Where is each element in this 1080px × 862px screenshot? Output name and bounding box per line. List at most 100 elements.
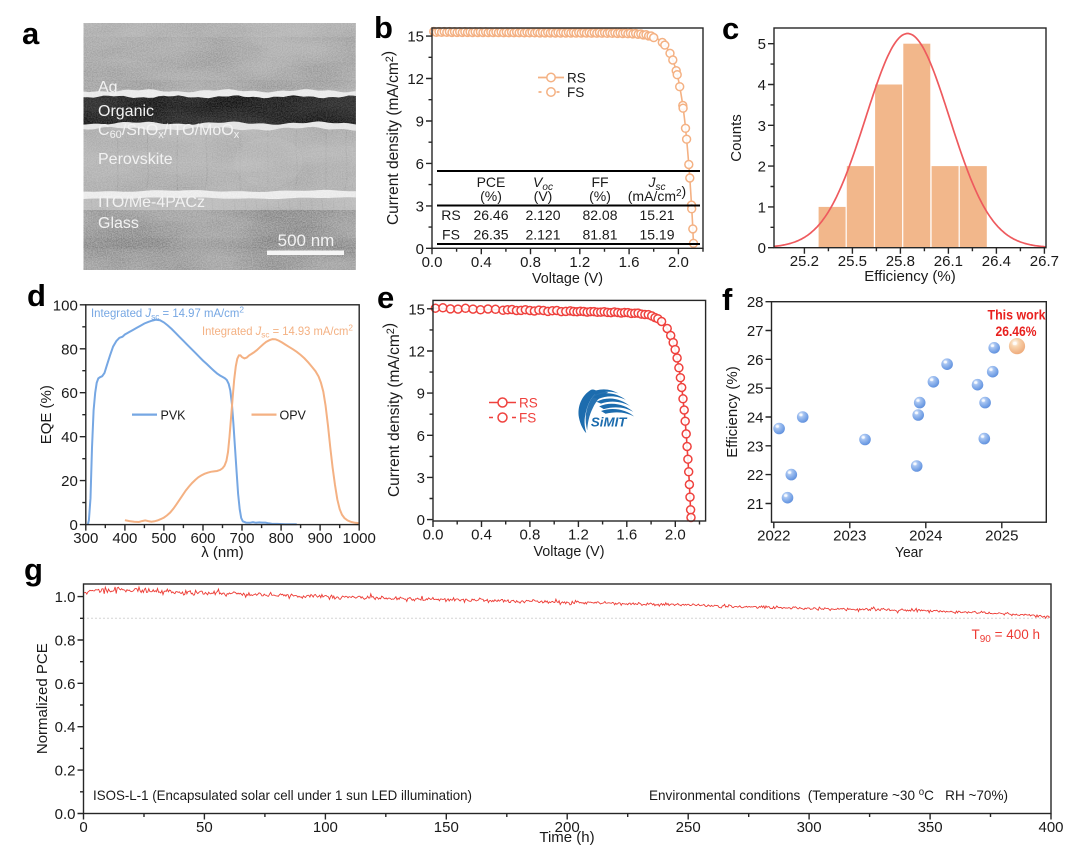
svg-text:3: 3: [758, 118, 766, 135]
svg-text:0.4: 0.4: [55, 719, 76, 736]
svg-text:20: 20: [61, 473, 78, 490]
svg-text:f: f: [722, 282, 733, 317]
svg-text:b: b: [374, 10, 393, 45]
svg-text:1000: 1000: [343, 530, 376, 547]
svg-text:2022: 2022: [757, 528, 790, 545]
svg-text:(mA/cm2): (mA/cm2): [628, 183, 686, 204]
svg-text:1.0: 1.0: [55, 589, 76, 606]
svg-text:Efficiency (%): Efficiency (%): [724, 366, 741, 457]
svg-text:250: 250: [676, 819, 701, 836]
svg-text:600: 600: [190, 530, 215, 547]
svg-text:RS: RS: [519, 396, 538, 411]
svg-text:λ (nm): λ (nm): [201, 544, 244, 561]
svg-text:FF: FF: [591, 174, 608, 190]
svg-text:Current density (mA/cm2): Current density (mA/cm2): [381, 323, 403, 497]
svg-text:FS: FS: [442, 227, 460, 243]
svg-text:Current density (mA/cm2): Current density (mA/cm2): [380, 51, 402, 225]
svg-text:Environmental conditions (Tem: Environmental conditions (Temperature ~3…: [649, 787, 1008, 803]
svg-text:1.6: 1.6: [619, 254, 640, 271]
svg-text:Voltage (V): Voltage (V): [534, 543, 605, 560]
svg-text:Perovskite: Perovskite: [98, 151, 173, 168]
svg-text:FS: FS: [567, 85, 584, 100]
svg-text:PVK: PVK: [161, 409, 187, 423]
svg-text:Counts: Counts: [728, 114, 745, 162]
svg-text:2.120: 2.120: [525, 207, 560, 223]
svg-text:Efficiency (%): Efficiency (%): [864, 268, 955, 285]
svg-text:700: 700: [229, 530, 254, 547]
svg-text:ISOS-L-1 (Encapsulated solar c: ISOS-L-1 (Encapsulated solar cell under …: [93, 787, 472, 803]
svg-text:2025: 2025: [985, 528, 1018, 545]
svg-text:Integrated Jsc = 14.93 mA/cm2: Integrated Jsc = 14.93 mA/cm2: [202, 323, 353, 340]
svg-text:15: 15: [407, 29, 424, 46]
svg-text:C60/SnOx/ITO/MoOx: C60/SnOx/ITO/MoOx: [98, 122, 240, 141]
svg-text:0: 0: [758, 240, 766, 257]
svg-text:25.8: 25.8: [886, 253, 915, 270]
svg-text:0: 0: [416, 241, 424, 258]
svg-text:9: 9: [417, 386, 425, 403]
svg-text:2024: 2024: [909, 528, 942, 545]
svg-text:Normalized PCE: Normalized PCE: [34, 643, 51, 754]
svg-text:Voltage (V): Voltage (V): [532, 270, 603, 287]
svg-text:a: a: [22, 16, 40, 51]
svg-text:c: c: [722, 11, 739, 46]
svg-text:3: 3: [417, 470, 425, 487]
svg-text:27: 27: [747, 323, 764, 340]
svg-text:3: 3: [416, 198, 424, 215]
svg-text:300: 300: [797, 819, 822, 836]
svg-text:24: 24: [747, 410, 764, 427]
svg-text:RS: RS: [441, 207, 460, 223]
svg-text:400: 400: [1038, 819, 1063, 836]
svg-text:300: 300: [73, 530, 98, 547]
svg-text:22: 22: [747, 467, 764, 484]
svg-text:23: 23: [747, 438, 764, 455]
svg-text:Glass: Glass: [98, 215, 139, 232]
svg-text:800: 800: [269, 530, 294, 547]
svg-text:2.0: 2.0: [668, 254, 689, 271]
svg-text:28: 28: [747, 294, 764, 311]
svg-text:50: 50: [196, 819, 213, 836]
svg-text:0: 0: [417, 512, 425, 529]
svg-text:6: 6: [417, 428, 425, 445]
svg-text:400: 400: [112, 530, 137, 547]
svg-text:SiMIT: SiMIT: [591, 415, 628, 430]
svg-text:25.5: 25.5: [838, 253, 867, 270]
svg-text:(%): (%): [480, 188, 502, 204]
svg-text:82.08: 82.08: [582, 207, 617, 223]
svg-text:2.121: 2.121: [525, 227, 560, 243]
svg-text:Integrated Jsc = 14.97 mA/cm2: Integrated Jsc = 14.97 mA/cm2: [91, 305, 244, 322]
svg-text:1.2: 1.2: [569, 254, 590, 271]
svg-text:4: 4: [758, 77, 766, 94]
svg-text:5: 5: [758, 36, 766, 53]
svg-text:0: 0: [79, 819, 87, 836]
svg-text:100: 100: [313, 819, 338, 836]
svg-text:40: 40: [61, 429, 78, 446]
svg-text:e: e: [377, 280, 394, 315]
svg-text:0.8: 0.8: [55, 633, 76, 650]
svg-text:2: 2: [758, 159, 766, 176]
svg-text:ITO/Me-4PACz: ITO/Me-4PACz: [98, 194, 205, 211]
svg-text:80: 80: [61, 341, 78, 358]
svg-text:100: 100: [53, 297, 78, 314]
svg-text:1.6: 1.6: [616, 527, 637, 544]
svg-text:12: 12: [407, 71, 424, 88]
svg-text:OPV: OPV: [280, 409, 307, 423]
svg-text:0.0: 0.0: [423, 527, 444, 544]
svg-text:26: 26: [747, 352, 764, 369]
svg-text:0.4: 0.4: [471, 527, 492, 544]
svg-text:Jsc: Jsc: [648, 174, 666, 193]
svg-text:200: 200: [555, 819, 580, 836]
svg-text:0.6: 0.6: [55, 676, 76, 693]
svg-text:1.2: 1.2: [568, 527, 589, 544]
svg-text:EQE (%): EQE (%): [38, 385, 55, 444]
svg-text:0.2: 0.2: [55, 763, 76, 780]
svg-text:900: 900: [308, 530, 333, 547]
svg-text:26.35: 26.35: [473, 227, 508, 243]
svg-text:RS: RS: [567, 71, 586, 86]
svg-text:500 nm: 500 nm: [278, 231, 335, 250]
svg-text:26.7: 26.7: [1030, 253, 1059, 270]
svg-text:Year: Year: [895, 544, 923, 561]
svg-text:26.46: 26.46: [473, 207, 508, 223]
svg-text:15: 15: [408, 301, 425, 318]
svg-text:9: 9: [416, 114, 424, 131]
svg-text:T90 = 400 h: T90 = 400 h: [972, 627, 1041, 645]
